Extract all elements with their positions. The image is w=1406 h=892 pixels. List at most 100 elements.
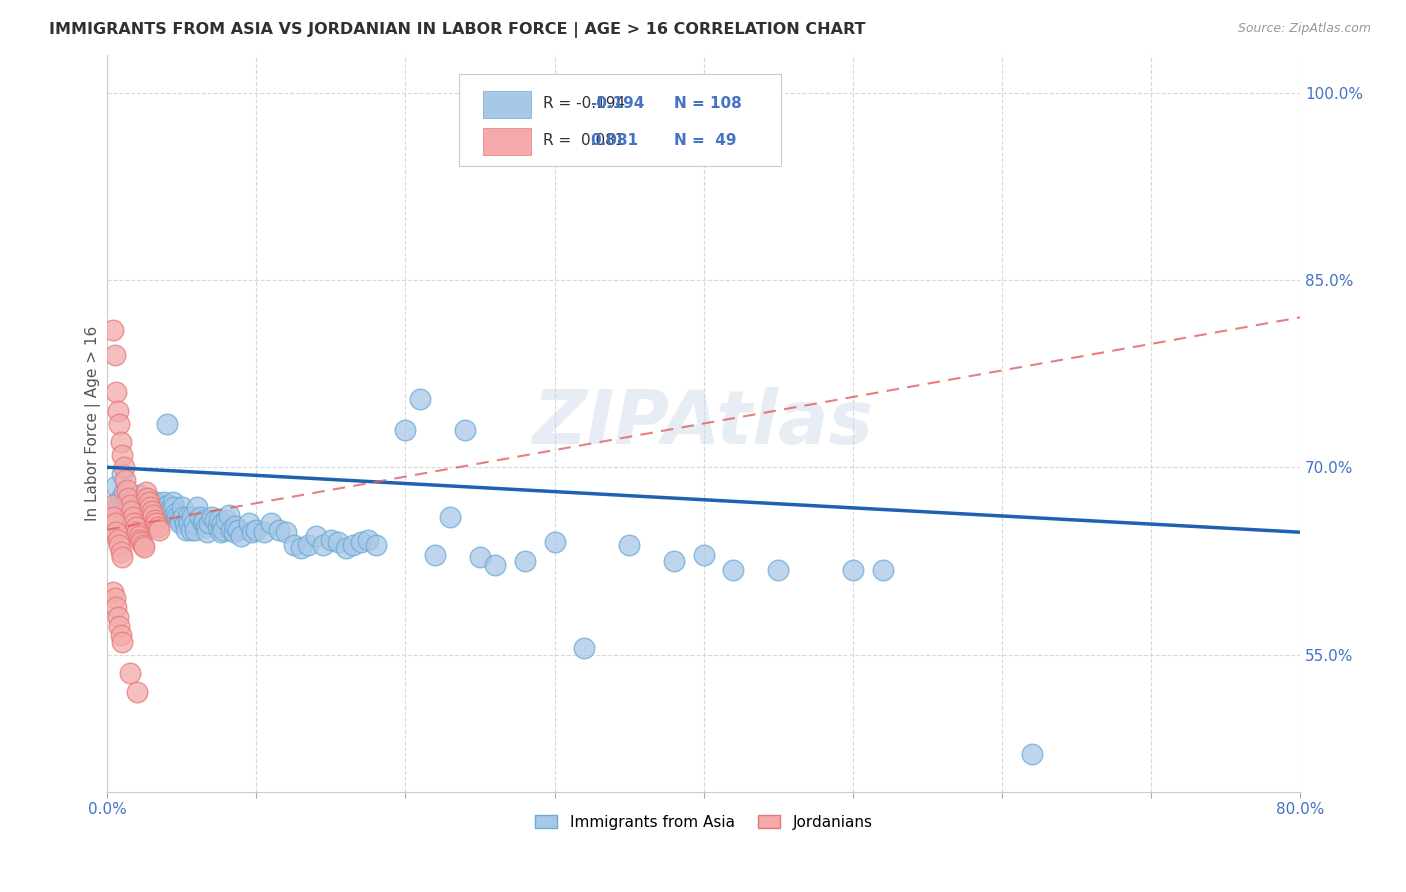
Point	[208, 513, 231, 527]
Point	[394, 423, 416, 437]
Point	[118, 666, 141, 681]
Point	[224, 519, 246, 533]
Point	[141, 504, 163, 518]
Point	[197, 516, 219, 531]
Point	[162, 495, 184, 509]
Text: IMMIGRANTS FROM ASIA VS JORDANIAN IN LABOR FORCE | AGE > 16 CORRELATION CHART: IMMIGRANTS FROM ASIA VS JORDANIAN IN LAB…	[49, 22, 866, 38]
Point	[841, 563, 863, 577]
Point	[111, 635, 134, 649]
Point	[188, 510, 211, 524]
Point	[342, 538, 364, 552]
Point	[228, 523, 250, 537]
Point	[108, 538, 131, 552]
Point	[240, 525, 263, 540]
Point	[148, 498, 170, 512]
Point	[101, 323, 124, 337]
Point	[194, 520, 217, 534]
Point	[101, 525, 124, 540]
Point	[238, 516, 260, 531]
Point	[142, 508, 165, 522]
Point	[110, 491, 132, 506]
Point	[120, 510, 142, 524]
Point	[274, 525, 297, 540]
Point	[290, 541, 312, 556]
Point	[169, 516, 191, 531]
Point	[155, 500, 177, 515]
Text: -0.194: -0.194	[591, 96, 645, 112]
Point	[101, 585, 124, 599]
Point	[723, 563, 745, 577]
Point	[107, 404, 129, 418]
Point	[104, 348, 127, 362]
Point	[128, 529, 150, 543]
Point	[222, 525, 245, 540]
Point	[135, 498, 157, 512]
Point	[617, 538, 640, 552]
Point	[104, 591, 127, 606]
Point	[454, 423, 477, 437]
Point	[260, 516, 283, 531]
Point	[439, 510, 461, 524]
Point	[138, 500, 160, 515]
Legend: Immigrants from Asia, Jordanians: Immigrants from Asia, Jordanians	[529, 809, 879, 836]
Point	[107, 610, 129, 624]
Point	[173, 516, 195, 531]
Point	[231, 529, 253, 543]
Point	[200, 510, 222, 524]
Point	[328, 535, 350, 549]
Point	[165, 507, 187, 521]
Point	[118, 500, 141, 515]
Point	[174, 523, 197, 537]
Point	[166, 510, 188, 524]
Point	[107, 495, 129, 509]
Point	[110, 435, 132, 450]
Text: N =  49: N = 49	[673, 133, 737, 148]
Point	[108, 500, 131, 515]
Point	[543, 535, 565, 549]
Point	[125, 525, 148, 540]
Point	[468, 550, 491, 565]
Point	[145, 495, 167, 509]
Point	[253, 525, 276, 540]
Point	[107, 533, 129, 547]
Point	[139, 504, 162, 518]
Point	[141, 498, 163, 512]
FancyBboxPatch shape	[482, 128, 530, 154]
Point	[136, 491, 159, 506]
Point	[766, 563, 789, 577]
Point	[180, 523, 202, 537]
Point	[195, 525, 218, 540]
Point	[167, 513, 190, 527]
Point	[129, 504, 152, 518]
Point	[692, 548, 714, 562]
Point	[117, 495, 139, 509]
Point	[115, 504, 138, 518]
Point	[100, 498, 122, 512]
Point	[124, 500, 146, 515]
Point	[146, 500, 169, 515]
Point	[142, 500, 165, 515]
Point	[146, 520, 169, 534]
Point	[134, 540, 156, 554]
Point	[101, 510, 124, 524]
Point	[110, 627, 132, 641]
Point	[125, 685, 148, 699]
Point	[115, 483, 138, 497]
Point	[872, 563, 894, 577]
Point	[129, 533, 152, 547]
Point	[108, 417, 131, 431]
Point	[139, 500, 162, 515]
Point	[105, 479, 128, 493]
Point	[114, 500, 136, 515]
Point	[111, 467, 134, 481]
Point	[117, 491, 139, 506]
Point	[283, 538, 305, 552]
Point	[121, 504, 143, 518]
Point	[159, 504, 181, 518]
Y-axis label: In Labor Force | Age > 16: In Labor Force | Age > 16	[86, 326, 101, 521]
Point	[335, 541, 357, 556]
Point	[153, 495, 176, 509]
Point	[170, 500, 193, 515]
Point	[350, 535, 373, 549]
Point	[513, 554, 536, 568]
